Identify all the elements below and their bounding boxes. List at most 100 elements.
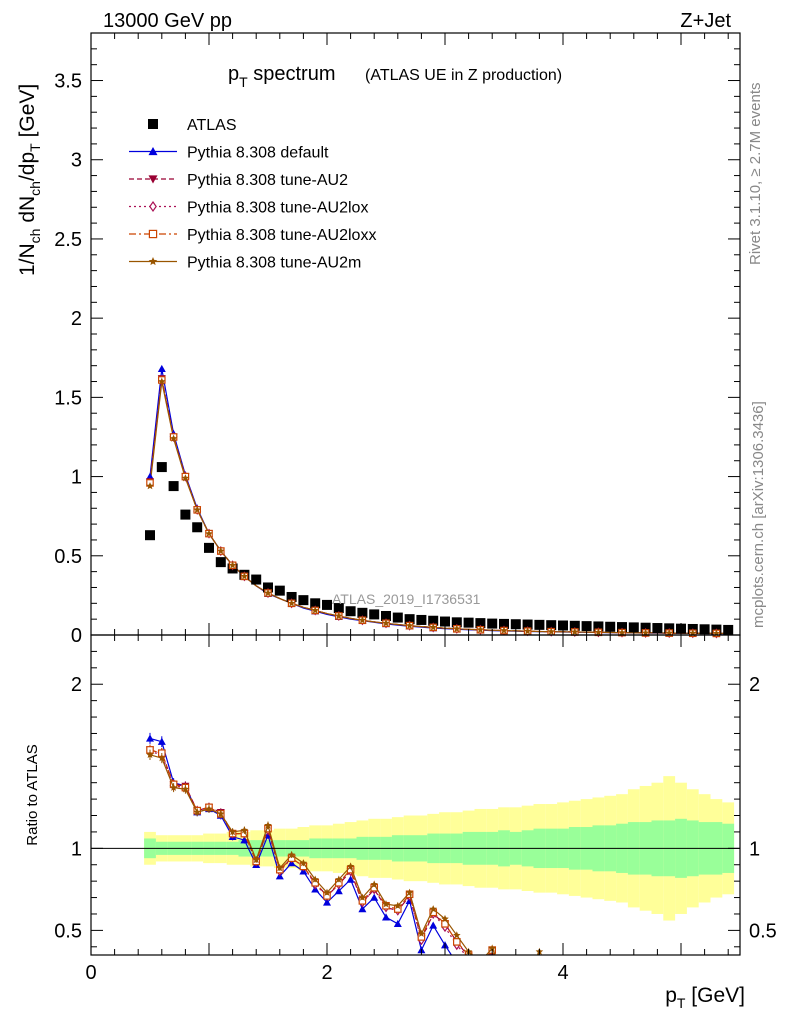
atlas-data-point [274,585,285,596]
ratio-series-marker [535,960,543,967]
atlas-data-point [581,621,592,632]
atlas-data-point [345,606,356,617]
x-axis-label: pT [GeV] [665,984,745,1011]
main-series-marker [382,619,390,627]
atlas-data-point [180,509,191,520]
axis-ticks [90,32,740,955]
main-series-marker [500,626,508,634]
atlas-data-point [487,618,498,629]
legend-marker [148,229,158,239]
ratio-series-marker [169,783,178,791]
atlas-data-point [475,618,486,629]
ratio-series-marker [276,864,284,872]
ratio-series-line [149,750,495,955]
main-y-tick-label: 3.5 [54,71,82,93]
ratio-series-marker [524,983,530,989]
atlas-data-point [298,595,309,606]
ratio-series-marker [512,981,520,988]
ratio-series-marker [358,905,367,913]
atlas-data-point [428,615,439,626]
ratio-series-marker [334,887,343,895]
ratio-y-tick-label-right: 2 [749,674,760,696]
main-series-marker [146,482,154,490]
atlas-data-point [263,582,273,593]
legend-label: Pythia 8.308 tune-AU2loxx [187,227,376,244]
x-tick-label: 2 [321,962,332,984]
legend-label: Pythia 8.308 tune-AU2m [187,255,361,272]
plot-title-main: p [228,63,239,85]
atlas-data-point [392,612,403,623]
atlas-data-point [617,622,627,633]
ratio-panel-frame [90,634,741,956]
ratio-series-marker [358,893,367,901]
ratio-series-marker [525,984,531,992]
ratio-series-marker [252,855,260,864]
ratio-series-marker [240,826,249,834]
ratio-series-marker [394,901,402,909]
ratio-series-marker [513,980,519,986]
ratio-series-marker [264,821,272,829]
rivet-label: Rivet 3.1.10, ≥ 2.7M events [747,83,764,266]
plot-subtitle: (ATLAS UE in Z production) [365,67,562,84]
main-series-group [145,364,734,639]
atlas-data-point [416,614,427,625]
main-series-marker [571,628,579,636]
atlas-data-point [404,614,415,625]
atlas-data-point [510,619,521,630]
atlas-data-point [156,462,167,473]
atlas-data-point [251,574,262,585]
ratio-series-marker [311,875,319,883]
main-series-marker [193,505,201,514]
atlas-data-point [522,619,533,630]
ratio-y-tick-label-left: 2 [71,674,82,696]
main-series-marker [311,606,319,614]
ratio-series-marker [287,850,296,859]
main-y-tick-label: 0 [71,625,82,647]
ratio-series-marker [488,944,496,952]
main-y-tick-label: 1 [71,467,82,489]
ratio-series-marker [217,809,225,818]
atlas-data-point [463,617,474,628]
atlas-data-point [546,620,557,631]
main-y-tick-label: 2 [71,308,82,330]
ratio-series-marker [370,880,378,888]
ratio-series-marker [537,961,543,969]
main-series-marker [453,624,461,633]
atlas-data-point [593,621,604,632]
ratio-series-marker [335,875,343,883]
main-y-tick-label: 2.5 [54,229,82,251]
main-series-marker [287,599,296,607]
ratio-series-marker [453,959,461,966]
ratio-series-marker [193,808,201,816]
atlas-data-point [310,598,321,609]
ratio-series-marker [476,963,484,970]
ratio-series-marker [323,888,331,896]
legend: ATLAS Pythia 8.308 default Pythia 8.308 tu… [129,117,376,272]
ratio-series-marker [405,888,414,896]
atlas-data-point [145,530,155,541]
ratio-series-marker [393,919,402,928]
legend-label: ATLAS [187,117,237,134]
ratio-series-marker [465,972,473,979]
ratio-series-marker [453,938,461,946]
x-tick-label: 4 [557,962,568,984]
ratio-y-tick-label-left: 1 [71,838,82,860]
x-tick-label: 0 [85,962,96,984]
atlas-data-point [628,622,639,633]
ratio-y-axis-label: Ratio to ATLAS [24,744,41,845]
ratio-series-marker [299,859,308,867]
ratio-series-marker [476,979,484,986]
atlas-data-point [381,610,391,621]
ratio-series-marker [441,914,449,923]
ratio-series-marker [524,985,532,992]
plot-title-rest: spectrum [248,63,336,85]
ratio-series-marker [370,893,379,901]
main-y-axis-label: 1/Nch dNch/dpT [GeV] [16,84,43,276]
atlas-data-point [369,609,380,620]
main-series-marker [641,628,650,637]
main-y-tick-label: 1.5 [54,387,82,409]
main-series-marker [476,625,485,633]
ratio-series-marker [477,958,485,965]
main-series-marker [429,623,437,631]
legend-label: Pythia 8.308 tune-AU2 [187,172,348,189]
